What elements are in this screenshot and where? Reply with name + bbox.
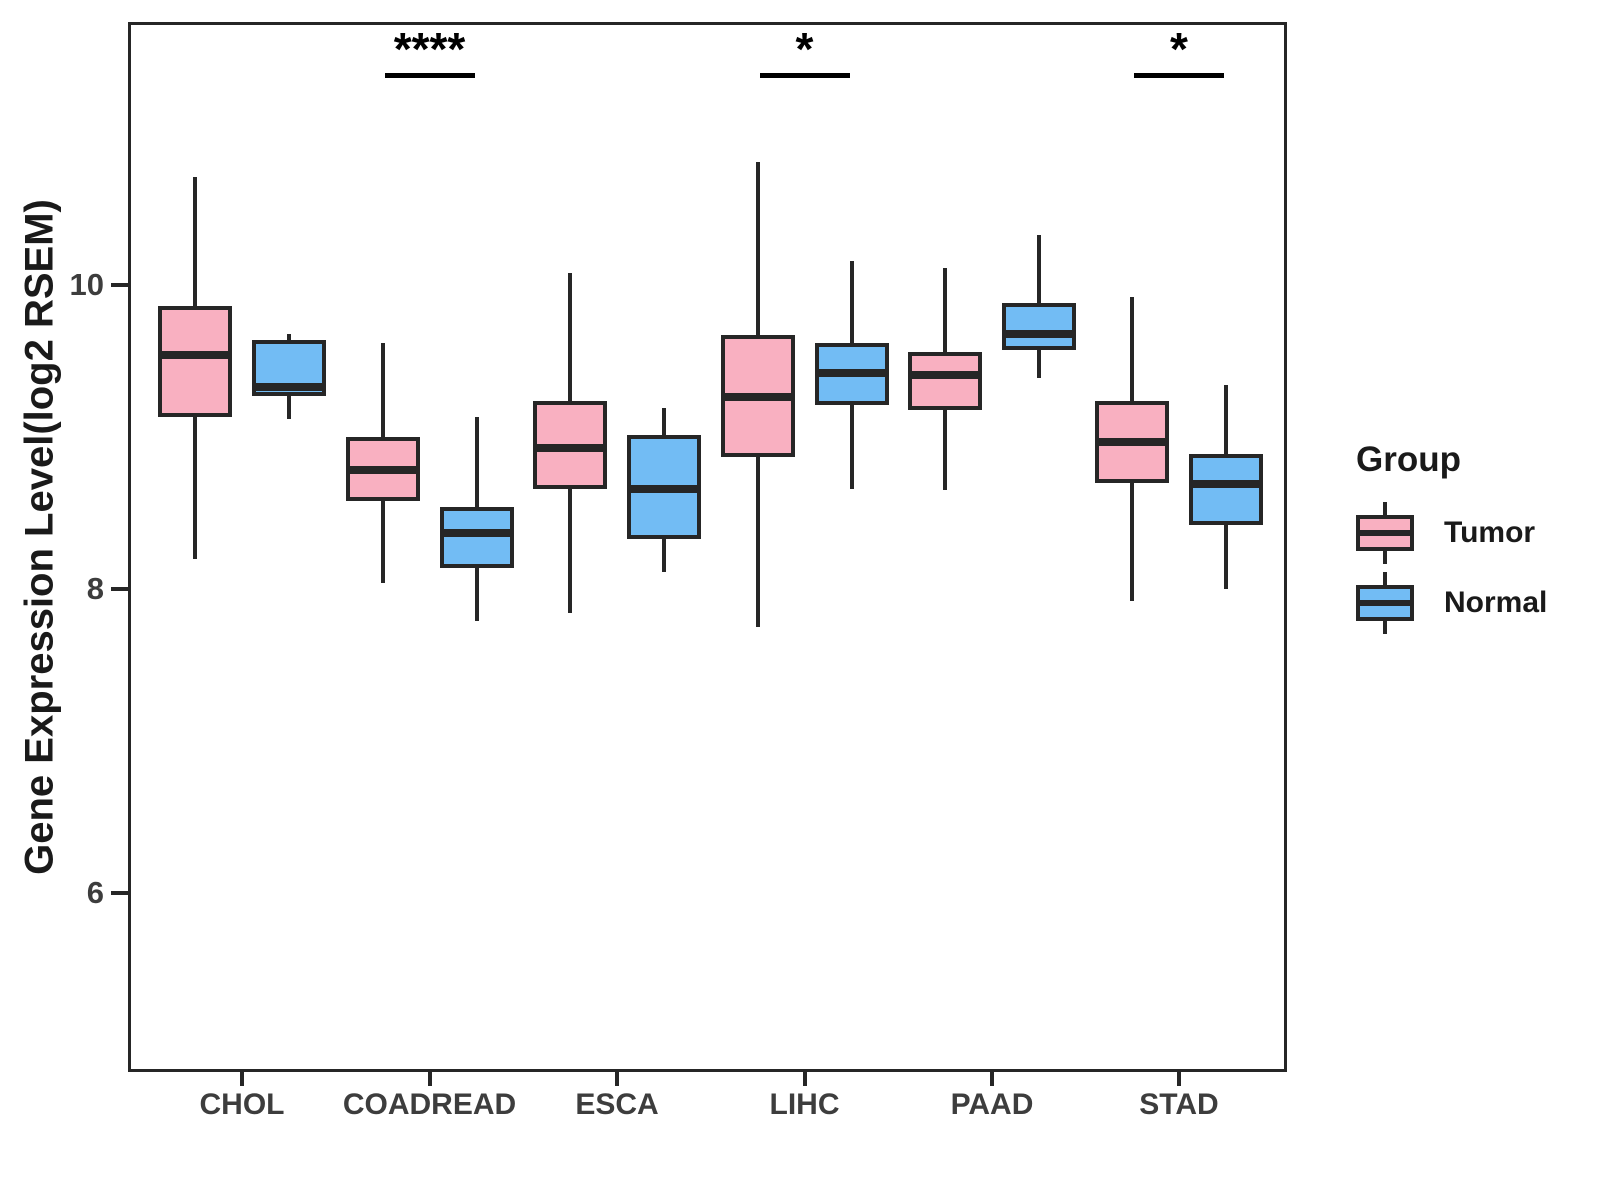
plot-panel (128, 22, 1287, 1072)
x-tick-COADREAD (427, 1072, 432, 1086)
median-PAAD-Tumor (908, 370, 982, 379)
sig-line-STAD (1134, 73, 1224, 78)
box-CHOL-Tumor (158, 306, 232, 418)
median-ESCA-Normal (627, 484, 701, 493)
x-label-STAD: STAD (1139, 1088, 1219, 1121)
legend-label-tumor: Tumor (1444, 516, 1536, 549)
sig-line-COADREAD (384, 73, 475, 78)
normal-boxplot-key-icon (1356, 572, 1414, 634)
x-label-CHOL: CHOL (199, 1088, 285, 1121)
y-tick-8 (111, 587, 128, 591)
median-LIHC-Normal (814, 369, 889, 378)
median-STAD-Tumor (1095, 437, 1169, 446)
median-STAD-Normal (1189, 480, 1263, 489)
median-ESCA-Tumor (533, 443, 607, 452)
x-label-LIHC: LIHC (769, 1088, 840, 1121)
y-tick-label-10: 10 (69, 267, 104, 302)
x-tick-PAAD (990, 1072, 994, 1086)
x-tick-ESCA (615, 1072, 619, 1086)
sig-line-LIHC (759, 73, 850, 78)
legend-label-normal: Normal (1444, 586, 1548, 619)
sig-label-STAD: * (1170, 23, 1188, 75)
tumor-boxplot-key-icon (1356, 502, 1414, 564)
legend-title: Group (1356, 440, 1461, 479)
box-STAD-Normal (1189, 453, 1263, 526)
median-CHOL-Tumor (158, 350, 232, 359)
key-median-icon (1356, 600, 1414, 606)
median-COADREAD-Normal (439, 528, 514, 537)
box-COADREAD-Normal (439, 506, 514, 568)
x-label-PAAD: PAAD (950, 1088, 1034, 1121)
y-tick-10 (111, 283, 128, 287)
median-PAAD-Normal (1002, 329, 1076, 338)
median-COADREAD-Tumor (345, 466, 420, 475)
y-tick-6 (111, 891, 128, 895)
key-median-icon (1356, 530, 1414, 536)
median-CHOL-Normal (252, 382, 326, 391)
box-PAAD-Normal (1002, 303, 1076, 351)
x-tick-LIHC (802, 1072, 807, 1086)
sig-label-LIHC: * (795, 23, 814, 75)
y-tick-label-8: 8 (86, 571, 104, 606)
x-label-ESCA: ESCA (575, 1088, 659, 1121)
x-tick-STAD (1177, 1072, 1181, 1086)
x-tick-CHOL (240, 1072, 244, 1086)
box-PAAD-Tumor (908, 351, 982, 410)
x-label-COADREAD: COADREAD (342, 1088, 517, 1121)
sig-label-COADREAD: **** (393, 23, 466, 75)
legend-entry-normal: Normal (1356, 572, 1547, 634)
legend-entry-tumor: Tumor (1356, 502, 1547, 564)
legend: Group Tumor Normal (1356, 440, 1547, 634)
y-tick-label-6: 6 (86, 875, 104, 910)
median-LIHC-Tumor (720, 393, 795, 402)
